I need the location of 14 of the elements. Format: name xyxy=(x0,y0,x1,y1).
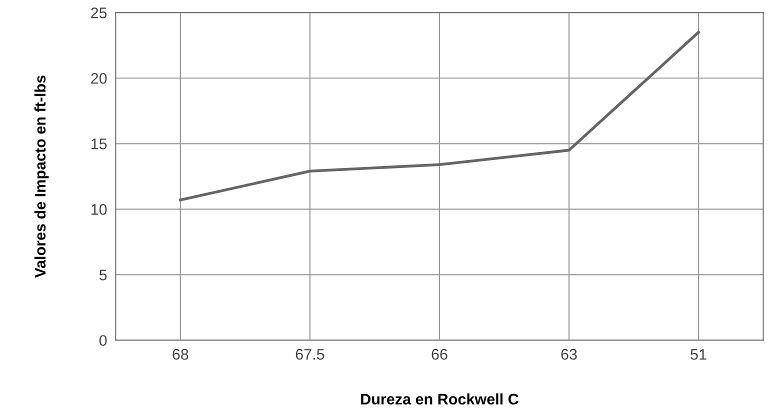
x-axis-title: Dureza en Rockwell C xyxy=(361,393,518,405)
x-tick-label: 68 xyxy=(172,348,188,360)
y-tick-label: 20 xyxy=(91,72,107,84)
y-tick-label: 25 xyxy=(91,7,107,18)
x-tick-label: 51 xyxy=(690,349,706,360)
y-tick-label: 5 xyxy=(99,270,107,280)
x-tick-label: 63 xyxy=(561,348,577,360)
x-tick-label: 66 xyxy=(432,348,448,360)
y-tick-label: 15 xyxy=(91,138,107,150)
x-tick-label: 67.5 xyxy=(296,348,324,360)
y-tick-label: 0 xyxy=(99,335,107,346)
y-axis-title: Valores de Impacto en ft-lbs xyxy=(34,76,49,278)
line-series xyxy=(179,30,700,202)
y-tick-label: 10 xyxy=(91,204,107,215)
